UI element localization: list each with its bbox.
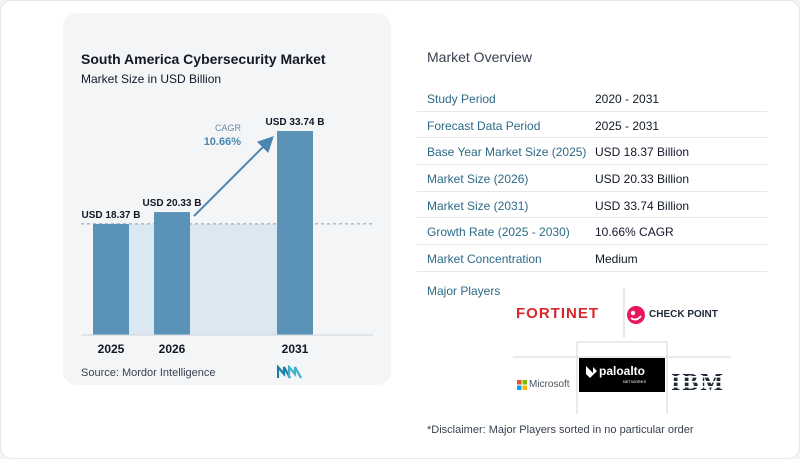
- overview-label: Market Size (2026): [427, 172, 529, 187]
- overview-value: USD 33.74 Billion: [595, 198, 690, 213]
- cagr-arrow-icon: [193, 136, 274, 217]
- players-grid-lines: [513, 288, 731, 414]
- overview-value: Medium: [595, 252, 638, 267]
- bar-chart: USD 18.37 B 2025 USD 20.33 B 2026 USD 33.74 …: [81, 117, 373, 356]
- overview-row-growth-rate: Growth Rate (2025 - 2030) 10.66% CAGR: [417, 218, 767, 246]
- overview-label: Study Period: [427, 92, 496, 106]
- overview-title: Market Overview: [427, 49, 533, 65]
- major-players-grid: FORTINET CHECK POINT Microsoft paloalto …: [511, 286, 735, 416]
- overview-label: Growth Rate (2025 - 2030): [427, 225, 570, 240]
- chart-card: South America Cybersecurity Market Marke…: [63, 13, 391, 385]
- x-tick-label-2025: 2025: [98, 342, 125, 356]
- data-label-2031: USD 33.74 B: [266, 117, 325, 128]
- overview-row-concentration: Market Concentration Medium: [417, 245, 767, 272]
- paloalto-logo: paloalto: [599, 364, 646, 378]
- data-label-2026: USD 20.33 B: [143, 198, 202, 209]
- paloalto-icon: [586, 366, 597, 378]
- overview-value: USD 20.33 Billion: [595, 172, 690, 187]
- chart-subtitle: Market Size in USD Billion: [81, 72, 222, 86]
- mordor-intelligence-logo: [277, 365, 302, 379]
- cagr-value: 10.66%: [204, 136, 242, 148]
- checkpoint-logo: CHECK POINT: [649, 309, 718, 320]
- overview-value: 10.66% CAGR: [595, 225, 674, 240]
- cagr-label: CAGR: [215, 123, 242, 133]
- baseline-shade: [129, 223, 277, 335]
- bar-2031: [277, 131, 313, 335]
- overview-row-size-2031: Market Size (2031) USD 33.74 Billion: [417, 192, 767, 219]
- overview-value: USD 18.37 Billion: [595, 145, 690, 160]
- bar-2026: [154, 212, 190, 335]
- paloalto-logo-box: [579, 358, 665, 392]
- major-players-title: Major Players: [427, 284, 501, 298]
- overview-label: Forecast Data Period: [427, 118, 541, 133]
- bar-2025: [93, 223, 129, 335]
- paloalto-subtext: NETWORKS: [623, 379, 647, 384]
- microsoft-icon: [517, 380, 527, 390]
- data-label-2025: USD 18.37 B: [82, 210, 141, 221]
- ibm-stripes: [669, 376, 725, 388]
- fortinet-logo: FORTINET: [516, 305, 599, 322]
- overview-value: 2020 - 2031: [595, 92, 660, 106]
- overview-label: Market Size (2031): [427, 198, 529, 213]
- x-tick-label-2031: 2031: [282, 342, 309, 356]
- overview-label: Base Year Market Size (2025): [427, 145, 587, 160]
- disclaimer-text: *Disclaimer: Major Players sorted in no …: [427, 424, 694, 436]
- overview-row-forecast-period: Forecast Data Period 2025 - 2031: [417, 112, 767, 139]
- x-tick-label-2026: 2026: [159, 342, 186, 356]
- overview-label: Market Concentration: [427, 252, 542, 267]
- microsoft-logo: Microsoft: [529, 379, 570, 390]
- overview-row-size-2026: Market Size (2026) USD 20.33 Billion: [417, 165, 767, 192]
- overview-table: Study Period 2020 - 2031 Forecast Data P…: [417, 85, 767, 272]
- source-text: Source: Mordor Intelligence: [81, 367, 216, 379]
- checkpoint-icon: [627, 306, 645, 324]
- ibm-logo: IBM: [671, 370, 725, 396]
- overview-value: 2025 - 2031: [595, 118, 660, 133]
- overview-row-base-year: Base Year Market Size (2025) USD 18.37 B…: [417, 138, 767, 166]
- chart-title: South America Cybersecurity Market: [81, 51, 326, 67]
- overview-row-study-period: Study Period 2020 - 2031: [417, 85, 767, 112]
